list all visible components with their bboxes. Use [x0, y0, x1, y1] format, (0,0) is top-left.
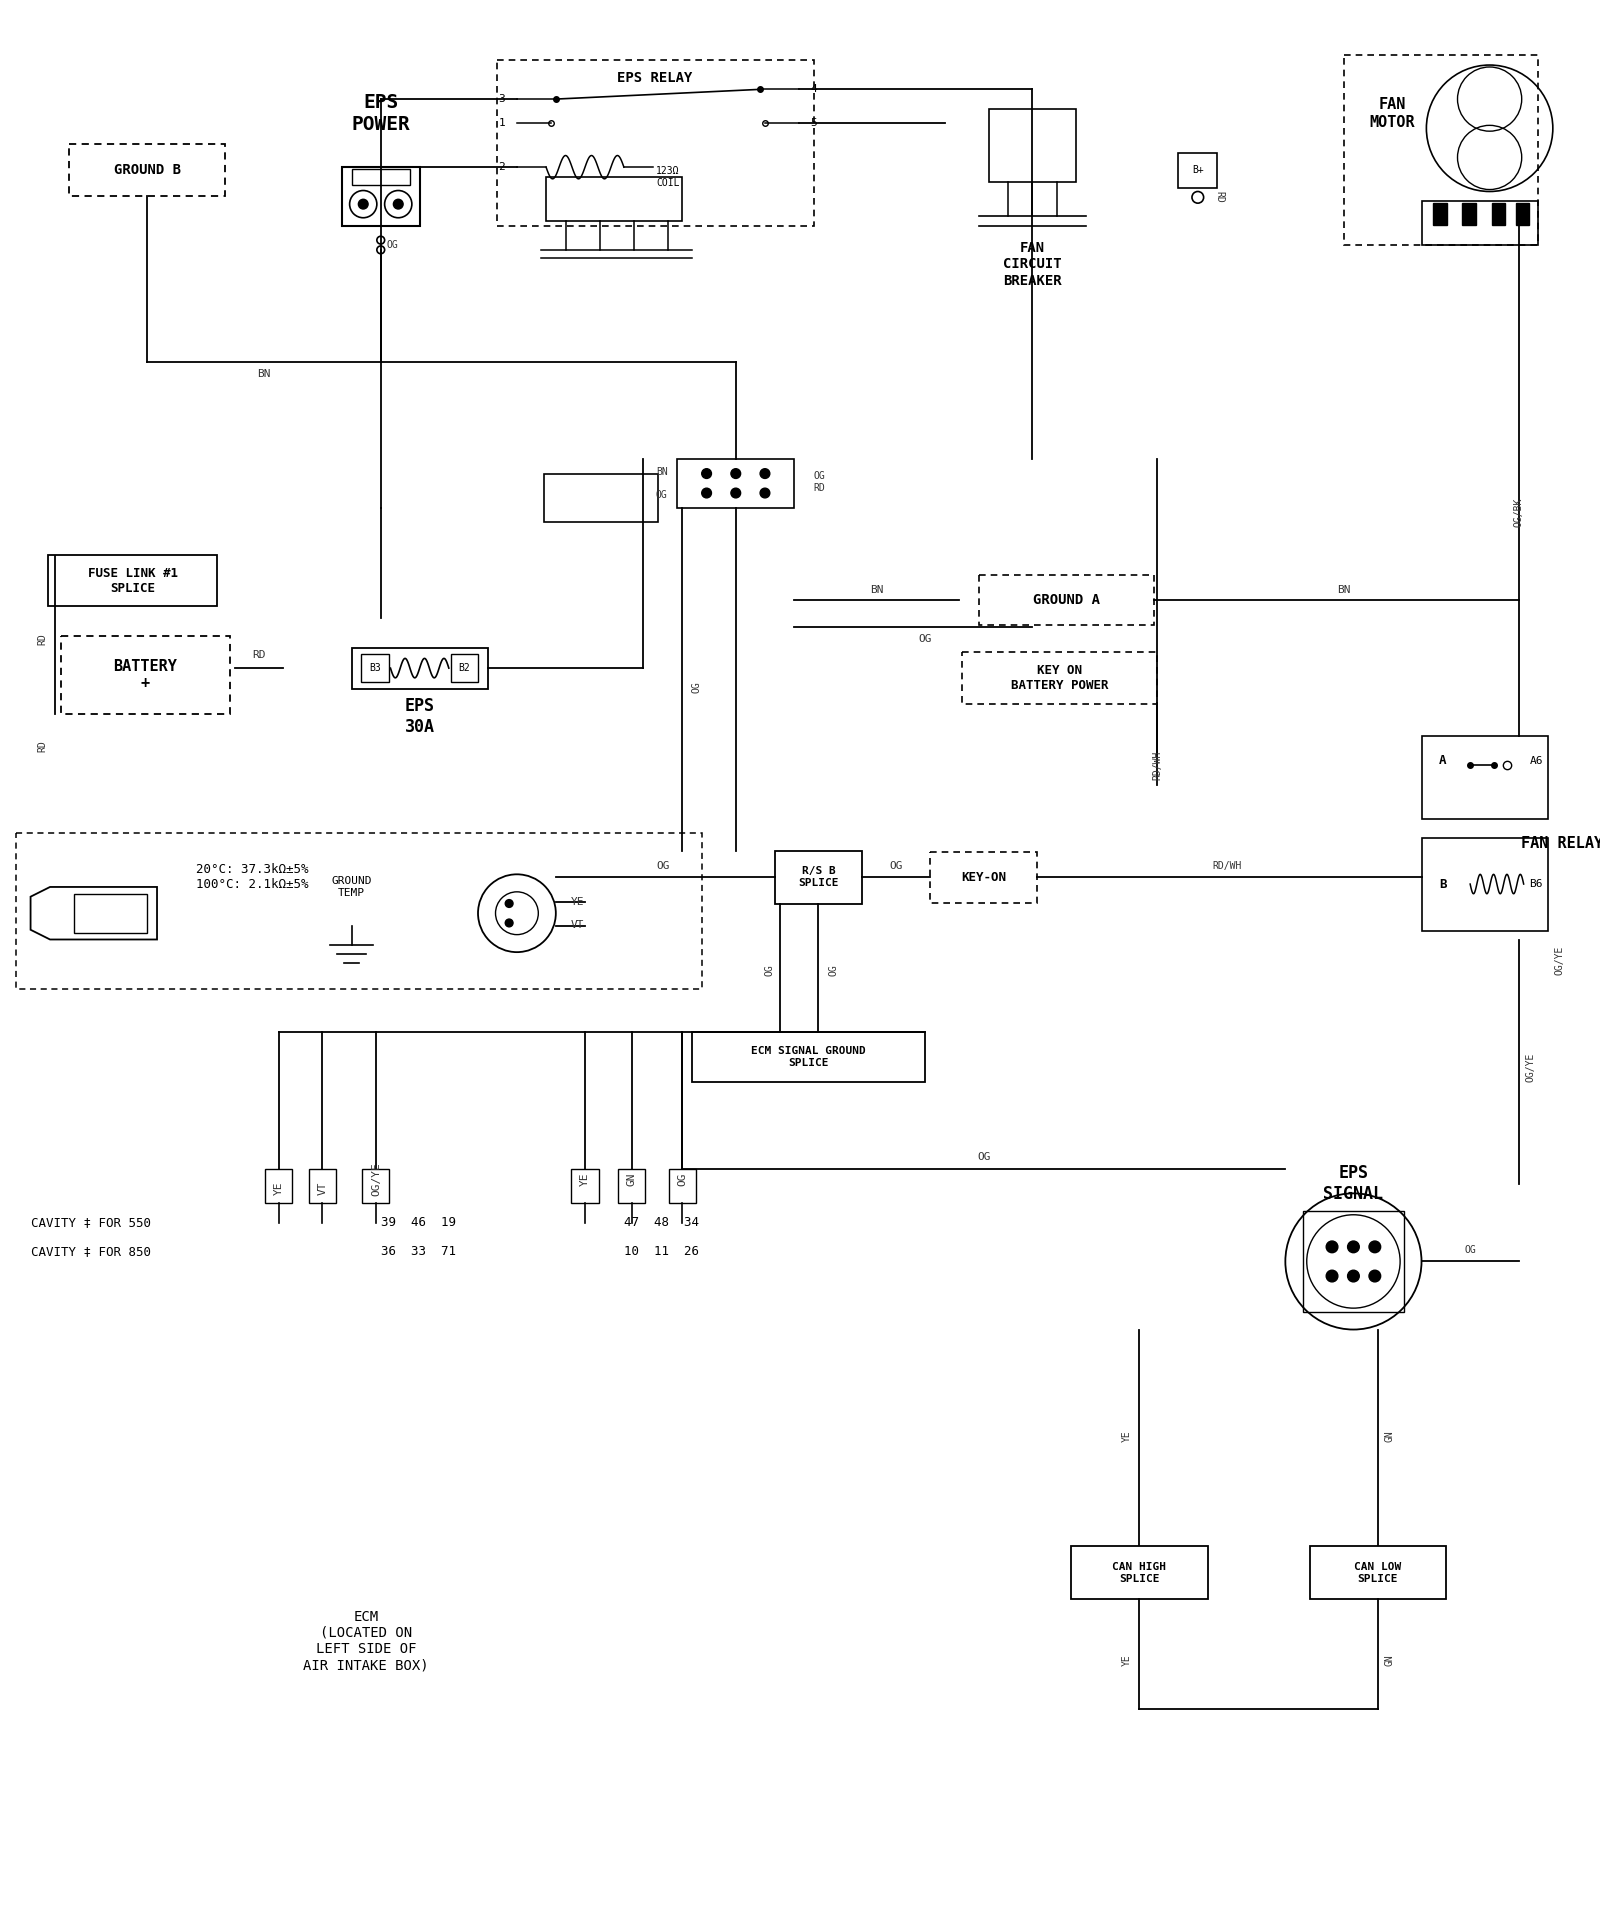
Text: OG: OG	[918, 634, 933, 643]
Text: GN: GN	[627, 1171, 637, 1185]
Text: KEY-ON: KEY-ON	[962, 871, 1006, 884]
Text: OG/YE: OG/YE	[1525, 1053, 1536, 1081]
Text: EPS
POWER: EPS POWER	[352, 94, 410, 134]
Text: OG: OG	[829, 965, 838, 976]
Bar	[1434, 203, 1446, 224]
Text: CAN LOW
SPLICE: CAN LOW SPLICE	[1354, 1562, 1402, 1583]
Text: B+: B+	[1192, 165, 1203, 174]
Text: OG: OG	[978, 1152, 990, 1162]
Text: 36  33  71: 36 33 71	[381, 1246, 456, 1257]
Circle shape	[506, 900, 514, 907]
Text: YE: YE	[1122, 1430, 1131, 1443]
Text: RD: RD	[37, 634, 48, 645]
Text: 1: 1	[499, 119, 506, 128]
Text: ECM SIGNAL GROUND
SPLICE: ECM SIGNAL GROUND SPLICE	[752, 1047, 866, 1068]
Text: RD/WH: RD/WH	[1213, 861, 1242, 871]
Text: B3: B3	[370, 662, 381, 674]
Text: OG: OG	[890, 861, 902, 871]
Circle shape	[358, 199, 368, 209]
Bar	[1515, 203, 1530, 224]
Text: GN: GN	[1384, 1654, 1395, 1665]
Circle shape	[702, 488, 712, 498]
Text: 10  11  26: 10 11 26	[624, 1246, 699, 1257]
Circle shape	[1326, 1240, 1338, 1252]
Text: YE: YE	[1122, 1654, 1131, 1665]
Text: B2: B2	[459, 662, 470, 674]
Text: ECM
(LOCATED ON
LEFT SIDE OF
AIR INTAKE BOX): ECM (LOCATED ON LEFT SIDE OF AIR INTAKE …	[304, 1610, 429, 1673]
Text: 4: 4	[811, 84, 818, 94]
Circle shape	[1370, 1240, 1381, 1252]
Text: BN: BN	[258, 369, 270, 379]
Text: 3: 3	[499, 94, 506, 103]
Circle shape	[760, 469, 770, 478]
Text: RD: RD	[253, 651, 266, 660]
Text: CAVITY ‡ FOR 850: CAVITY ‡ FOR 850	[30, 1246, 150, 1257]
Text: GN: GN	[1384, 1430, 1395, 1443]
Text: 20°C: 37.3kΩ±5%
100°C: 2.1kΩ±5%: 20°C: 37.3kΩ±5% 100°C: 2.1kΩ±5%	[195, 863, 309, 890]
Text: OG: OG	[656, 861, 669, 871]
Text: EPS
30A: EPS 30A	[405, 697, 435, 737]
Bar	[1491, 203, 1506, 224]
Text: FUSE LINK #1
SPLICE: FUSE LINK #1 SPLICE	[88, 567, 178, 595]
Circle shape	[1347, 1271, 1360, 1282]
Text: R/S B
SPLICE: R/S B SPLICE	[798, 867, 838, 888]
Text: YE: YE	[571, 896, 584, 907]
Text: RD: RD	[37, 741, 48, 752]
Text: BN: BN	[656, 467, 667, 477]
Text: OG: OG	[677, 1171, 688, 1185]
Circle shape	[731, 488, 741, 498]
Text: B: B	[1438, 877, 1446, 890]
Text: OG: OG	[813, 471, 826, 480]
Text: GROUND
TEMP: GROUND TEMP	[331, 877, 371, 898]
Text: OG/YE: OG/YE	[1555, 946, 1565, 974]
Circle shape	[702, 469, 712, 478]
Bar	[1462, 203, 1475, 224]
Text: CAN HIGH
SPLICE: CAN HIGH SPLICE	[1112, 1562, 1166, 1583]
Text: YE: YE	[581, 1171, 590, 1185]
Text: 39  46  19: 39 46 19	[381, 1215, 456, 1229]
Circle shape	[1326, 1271, 1338, 1282]
Text: EPS RELAY: EPS RELAY	[618, 71, 693, 84]
Text: YE: YE	[274, 1181, 283, 1194]
Text: 5: 5	[811, 119, 818, 128]
Text: 2: 2	[499, 163, 506, 172]
Text: BN: BN	[870, 586, 883, 595]
Circle shape	[1347, 1240, 1360, 1252]
Text: FAN RELAY: FAN RELAY	[1522, 836, 1600, 850]
Text: VT: VT	[571, 921, 584, 930]
Text: FAN
CIRCUIT
BREAKER: FAN CIRCUIT BREAKER	[1003, 241, 1062, 287]
Circle shape	[506, 919, 514, 926]
Circle shape	[760, 488, 770, 498]
Text: GROUND B: GROUND B	[114, 163, 181, 178]
Text: KEY ON
BATTERY POWER: KEY ON BATTERY POWER	[1011, 664, 1109, 691]
Text: RD: RD	[1214, 191, 1224, 203]
Text: OG: OG	[765, 965, 774, 976]
Text: BATTERY
+: BATTERY +	[114, 658, 178, 691]
Text: BN: BN	[1338, 586, 1350, 595]
Text: RD: RD	[813, 482, 826, 494]
Circle shape	[394, 199, 403, 209]
Text: OG: OG	[656, 490, 667, 500]
Text: RD/WH: RD/WH	[1152, 750, 1162, 781]
Text: OG: OG	[1464, 1244, 1477, 1256]
Text: FAN
MOTOR: FAN MOTOR	[1370, 98, 1414, 130]
Text: OG/BK: OG/BK	[1514, 498, 1523, 526]
Text: 123Ω
COIL: 123Ω COIL	[656, 167, 680, 188]
Text: GROUND A: GROUND A	[1034, 593, 1099, 607]
Text: OG/YE: OG/YE	[371, 1162, 381, 1196]
Circle shape	[1370, 1271, 1381, 1282]
Text: B6: B6	[1530, 879, 1542, 888]
Text: A6: A6	[1530, 756, 1542, 766]
Text: A: A	[1438, 754, 1446, 768]
Text: EPS
SIGNAL: EPS SIGNAL	[1323, 1164, 1384, 1204]
Text: OG: OG	[387, 239, 398, 251]
Text: CAVITY ‡ FOR 550: CAVITY ‡ FOR 550	[30, 1215, 150, 1229]
Text: VT: VT	[317, 1181, 328, 1194]
Text: 47  48  34: 47 48 34	[624, 1215, 699, 1229]
Circle shape	[731, 469, 741, 478]
Text: OG: OG	[691, 681, 702, 693]
